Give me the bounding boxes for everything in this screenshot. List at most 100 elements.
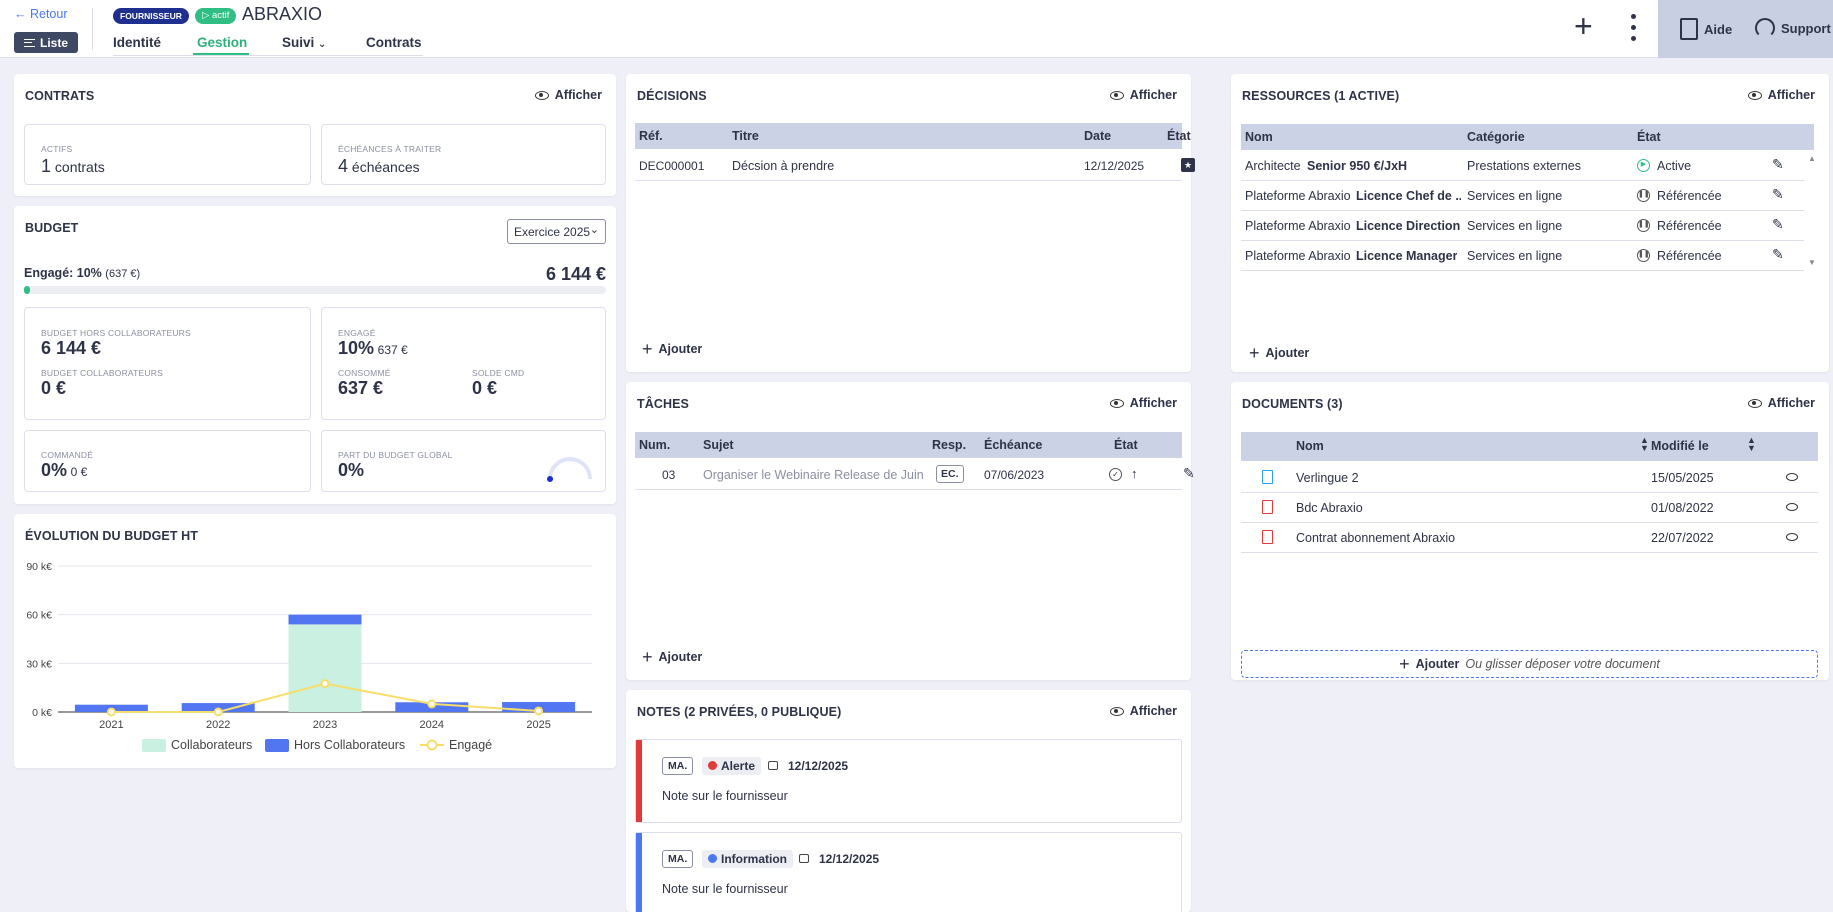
- col-etat[interactable]: État: [1114, 438, 1138, 452]
- legend-label: Engagé: [449, 738, 492, 752]
- point-engage[interactable]: [534, 706, 544, 716]
- documents-card: DOCUMENTS (3) Afficher Nom ▲ ▼ Modifié le…: [1231, 382, 1829, 680]
- decisions-title: DÉCISIONS: [637, 89, 707, 103]
- lock-icon: [768, 761, 778, 770]
- year-select[interactable]: Exercice 2025 ⌄: [507, 219, 606, 244]
- contrats-show-button[interactable]: Afficher: [534, 88, 602, 102]
- col-nom[interactable]: Nom: [1296, 439, 1324, 453]
- back-label: Retour: [29, 7, 68, 21]
- commande-sub: 0 €: [70, 465, 88, 479]
- engaged-summary: Engagé: 10% (637 €): [24, 266, 140, 280]
- res-nom: Architecte: [1245, 159, 1301, 173]
- active-count: 1: [41, 156, 52, 176]
- part-label: PART DU BUDGET GLOBAL: [338, 450, 453, 460]
- note-item[interactable]: MA. Alerte 12/12/2025 Note sur le fourni…: [635, 739, 1182, 823]
- check-icon[interactable]: ✓: [1109, 468, 1122, 481]
- tab-identite[interactable]: Identité: [113, 35, 162, 50]
- bar-hors-collaborateurs[interactable]: [288, 614, 362, 625]
- point-engage[interactable]: [320, 679, 330, 689]
- add-label: Ajouter: [1415, 657, 1460, 671]
- contrats-due-box[interactable]: ÉCHÉANCES À TRAITER 4 échéances: [321, 124, 606, 185]
- table-row[interactable]: Plateforme Abraxio Licence Manager Servi…: [1241, 241, 1804, 271]
- support-button[interactable]: Support: [1755, 18, 1831, 38]
- pencil-icon[interactable]: ✎: [1772, 216, 1784, 232]
- table-row[interactable]: Bdc Abraxio 01/08/2022: [1241, 493, 1818, 523]
- type-badge: FOURNISSEUR: [113, 8, 189, 24]
- col-date[interactable]: Date: [1084, 129, 1112, 143]
- point-engage[interactable]: [106, 707, 116, 717]
- pause-circle-icon: ❚❚: [1637, 249, 1650, 262]
- task-sujet: Organiser le Webinaire Release de Juin: [703, 468, 924, 482]
- help-button[interactable]: Aide: [1680, 18, 1732, 40]
- col-ref[interactable]: Réf.: [639, 129, 663, 143]
- col-sujet[interactable]: Sujet: [703, 438, 734, 452]
- col-echeance[interactable]: Échéance: [984, 438, 1043, 452]
- point-engage[interactable]: [213, 707, 223, 717]
- scroll-down-icon[interactable]: ▼: [1808, 258, 1816, 267]
- scroll-up-icon[interactable]: ▲: [1808, 154, 1816, 163]
- bar-collaborateurs[interactable]: [288, 624, 362, 712]
- pencil-icon[interactable]: ✎: [1183, 465, 1195, 481]
- arrow-up-icon[interactable]: ↑: [1131, 466, 1138, 481]
- y-tick-label: 60 k€: [26, 610, 52, 622]
- more-icon[interactable]: [1628, 14, 1638, 42]
- col-categorie[interactable]: Catégorie: [1467, 130, 1525, 144]
- note-date: 12/12/2025: [788, 759, 849, 773]
- taches-add-button[interactable]: + Ajouter: [642, 648, 702, 666]
- note-tag: Alerte: [702, 757, 762, 775]
- add-icon[interactable]: +: [1574, 8, 1593, 44]
- res-detail: Senior 950 €/JxH: [1307, 159, 1408, 173]
- col-titre[interactable]: Titre: [732, 129, 759, 143]
- list-button[interactable]: Liste: [14, 32, 78, 53]
- tab-suivi[interactable]: Suivi ⌄: [282, 35, 326, 50]
- decisions-show-button[interactable]: Afficher: [1109, 88, 1177, 102]
- doc-nom: Contrat abonnement Abraxio: [1296, 531, 1456, 545]
- eye-icon[interactable]: [1786, 473, 1798, 481]
- point-engage[interactable]: [427, 699, 437, 709]
- table-row[interactable]: Plateforme Abraxio Licence Chef de ... S…: [1241, 181, 1804, 211]
- col-modifie[interactable]: Modifié le: [1651, 439, 1709, 453]
- documents-show-button[interactable]: Afficher: [1747, 396, 1815, 410]
- pencil-icon[interactable]: ✎: [1772, 186, 1784, 202]
- col-etat[interactable]: État: [1167, 129, 1191, 143]
- solde-value: 0 €: [472, 378, 498, 398]
- table-row[interactable]: 03 Organiser le Webinaire Release de Jui…: [635, 460, 1195, 490]
- evolution-chart: 0 k€ 30 k€ 60 k€ 90 k€ 2021 2022 2023 2024 2025 C…: [26, 561, 592, 752]
- notes-show-button[interactable]: Afficher: [1109, 704, 1177, 718]
- pencil-icon[interactable]: ✎: [1772, 156, 1784, 172]
- active-unit: contrats: [54, 159, 105, 175]
- back-link[interactable]: ← Retour: [14, 7, 68, 21]
- contrats-active-box[interactable]: ACTIFS 1 contrats: [24, 124, 311, 185]
- note-tag-label: Alerte: [721, 759, 756, 773]
- table-row[interactable]: Contrat abonnement Abraxio 22/07/2022: [1241, 523, 1818, 553]
- pencil-icon[interactable]: ✎: [1772, 246, 1784, 262]
- eye-icon[interactable]: [1786, 503, 1798, 511]
- col-nom[interactable]: Nom: [1245, 130, 1273, 144]
- table-row[interactable]: Architecte Senior 950 €/JxH Prestations …: [1241, 151, 1804, 181]
- table-row[interactable]: Plateforme Abraxio Licence Direction Ser…: [1241, 211, 1804, 241]
- part-gauge: [547, 457, 592, 482]
- hors-value: 6 144 €: [41, 338, 102, 358]
- decisions-add-button[interactable]: + Ajouter: [642, 340, 702, 358]
- taches-show-button[interactable]: Afficher: [1109, 396, 1177, 410]
- note-item[interactable]: MA. Information 12/12/2025 Note sur le f…: [635, 832, 1182, 912]
- res-categorie: Prestations externes: [1467, 159, 1581, 173]
- ressources-add-button[interactable]: + Ajouter: [1249, 344, 1309, 362]
- sort-icon[interactable]: ▲ ▼: [1640, 435, 1649, 453]
- table-row[interactable]: DEC000001 Décsion à prendre 12/12/2025 ★: [635, 151, 1195, 181]
- res-nom: Plateforme Abraxio: [1245, 219, 1351, 233]
- note-author: MA.: [662, 757, 694, 775]
- tab-contrats[interactable]: Contrats: [366, 35, 422, 50]
- sort-icon[interactable]: ▲ ▼: [1747, 435, 1756, 453]
- documents-title: DOCUMENTS (3): [1242, 397, 1343, 411]
- col-resp[interactable]: Resp.: [932, 438, 967, 452]
- upload-dropzone[interactable]: + Ajouter Ou glisser déposer votre docum…: [1241, 650, 1818, 678]
- chevron-down-icon: ⌄: [589, 224, 599, 236]
- col-num[interactable]: Num.: [639, 438, 671, 452]
- table-row[interactable]: Verlingue 2 15/05/2025: [1241, 463, 1818, 493]
- tab-gestion[interactable]: Gestion: [197, 35, 248, 50]
- ressources-show-button[interactable]: Afficher: [1747, 88, 1815, 102]
- notes-card: NOTES (2 PRIVÉES, 0 PUBLIQUE) Afficher M…: [626, 690, 1191, 912]
- col-etat[interactable]: État: [1637, 130, 1661, 144]
- eye-icon[interactable]: [1786, 533, 1798, 541]
